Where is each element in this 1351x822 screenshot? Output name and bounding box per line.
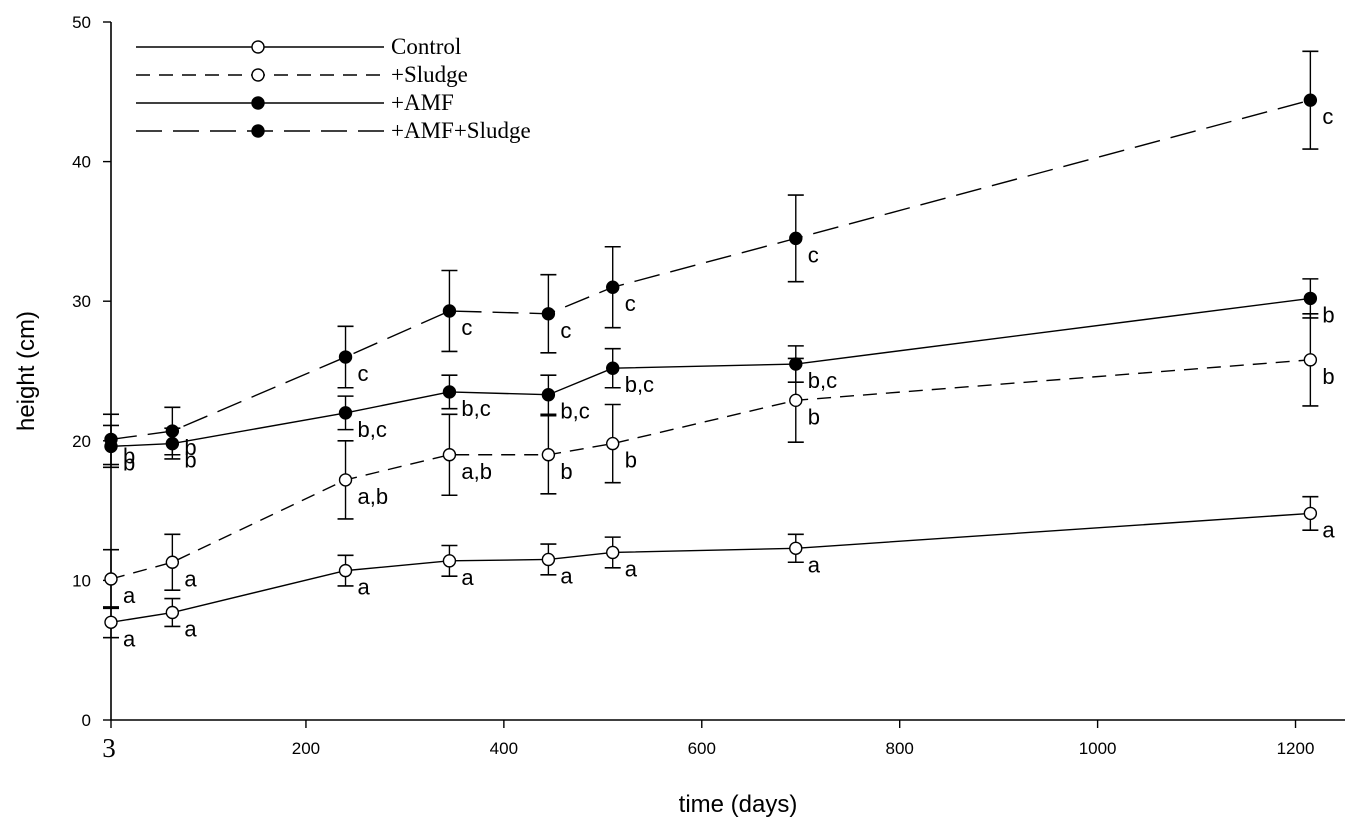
data-point <box>606 436 620 451</box>
x-tick-label: 3 <box>102 733 116 763</box>
legend-marker <box>251 40 265 54</box>
series-line <box>110 99 1311 441</box>
series-sludge-group: aaa,ba,b b bbb <box>103 312 1335 610</box>
y-axis-label: height (cm) <box>13 311 40 431</box>
data-point <box>789 357 803 371</box>
data-point <box>789 393 803 408</box>
significance-label: a <box>560 563 573 588</box>
legend: Control +Sludge +AMF +AMF+Sludge <box>136 34 531 143</box>
data-point <box>541 307 556 321</box>
data-point <box>442 448 457 462</box>
y-tick-label: 30 <box>72 292 91 311</box>
significance-label: a <box>808 552 821 577</box>
data-point <box>442 304 457 318</box>
significance-label: b,c <box>358 417 387 442</box>
significance-label: a,b <box>461 459 492 484</box>
legend-entry: +AMF+Sludge <box>391 118 531 143</box>
significance-label: a <box>625 556 638 581</box>
significance-label: a <box>358 575 371 600</box>
significance-label: b <box>560 459 572 484</box>
data-point <box>1303 506 1318 521</box>
data-point <box>338 406 353 420</box>
data-point <box>541 552 556 567</box>
significance-label: b <box>625 448 637 473</box>
data-point <box>1303 291 1318 306</box>
significance-label: a <box>184 566 197 591</box>
significance-label: b <box>1322 364 1334 389</box>
data-point <box>104 615 118 629</box>
data-point <box>338 473 353 487</box>
data-point <box>541 388 556 402</box>
series-line <box>110 359 1311 580</box>
x-axis-label: time (days) <box>679 791 798 818</box>
legend-entry: +AMF <box>391 90 454 115</box>
significance-label: a <box>461 565 474 590</box>
legend-marker <box>251 68 265 82</box>
significance-label: b <box>1322 302 1334 327</box>
significance-label: b <box>184 435 196 460</box>
legend-marker <box>251 124 265 138</box>
y-tick-label: 20 <box>72 432 91 451</box>
x-tick-label: 600 <box>688 739 716 758</box>
significance-label: b <box>184 448 196 473</box>
data-point <box>338 350 353 364</box>
series-amf-group: b bb,cb,c b,cb,c b,cb <box>103 278 1335 475</box>
data-point <box>165 424 180 438</box>
data-point <box>541 448 556 462</box>
data-point <box>104 572 118 586</box>
significance-label: b,c <box>625 372 654 397</box>
significance-label: a <box>123 583 136 608</box>
data-point <box>104 432 118 447</box>
significance-label: c <box>1322 104 1333 129</box>
significance-label: a <box>123 626 136 651</box>
significance-label: b,c <box>461 396 490 421</box>
significance-label: a <box>184 617 197 642</box>
series-line <box>110 297 1311 448</box>
significance-label: c <box>560 318 571 343</box>
significance-label: b <box>808 404 820 429</box>
x-tick-label: 400 <box>490 739 518 758</box>
significance-label: a <box>1322 517 1335 542</box>
series-control-group: a aa a a a aa <box>103 495 1335 651</box>
series-line <box>110 512 1311 623</box>
data-point <box>165 605 180 620</box>
data-point <box>1303 93 1318 107</box>
significance-label: c <box>461 315 472 340</box>
x-tick-label: 800 <box>886 739 914 758</box>
legend-entry: +Sludge <box>391 62 468 87</box>
y-tick-label: 10 <box>72 571 91 590</box>
significance-label: c <box>808 242 819 267</box>
legend-marker <box>251 96 265 110</box>
data-point <box>442 385 457 399</box>
significance-label: b,c <box>560 399 589 424</box>
data-point <box>789 541 803 555</box>
significance-label: b <box>123 450 135 475</box>
x-tick-label: 1200 <box>1277 739 1315 758</box>
y-tick-label: 50 <box>72 13 91 32</box>
data-point <box>606 545 620 560</box>
significance-label: c <box>625 291 636 316</box>
significance-label: b <box>123 443 135 468</box>
data-point <box>789 231 803 246</box>
y-tick-label: 40 <box>72 153 91 172</box>
legend-entry: Control <box>391 34 461 59</box>
data-point <box>606 280 620 294</box>
data-point <box>338 563 353 578</box>
x-tick-label: 1000 <box>1079 739 1117 758</box>
x-tick-label: 200 <box>292 739 320 758</box>
data-point <box>165 555 180 569</box>
data-point <box>606 361 620 375</box>
significance-label: b,c <box>808 368 837 393</box>
data-point <box>442 554 457 568</box>
data-point <box>1303 353 1318 367</box>
y-tick-label: 0 <box>82 711 91 730</box>
significance-label: c <box>358 361 369 386</box>
series-amfsludge-group: b b c c c c c c <box>103 50 1333 468</box>
significance-label: a,b <box>358 484 389 509</box>
